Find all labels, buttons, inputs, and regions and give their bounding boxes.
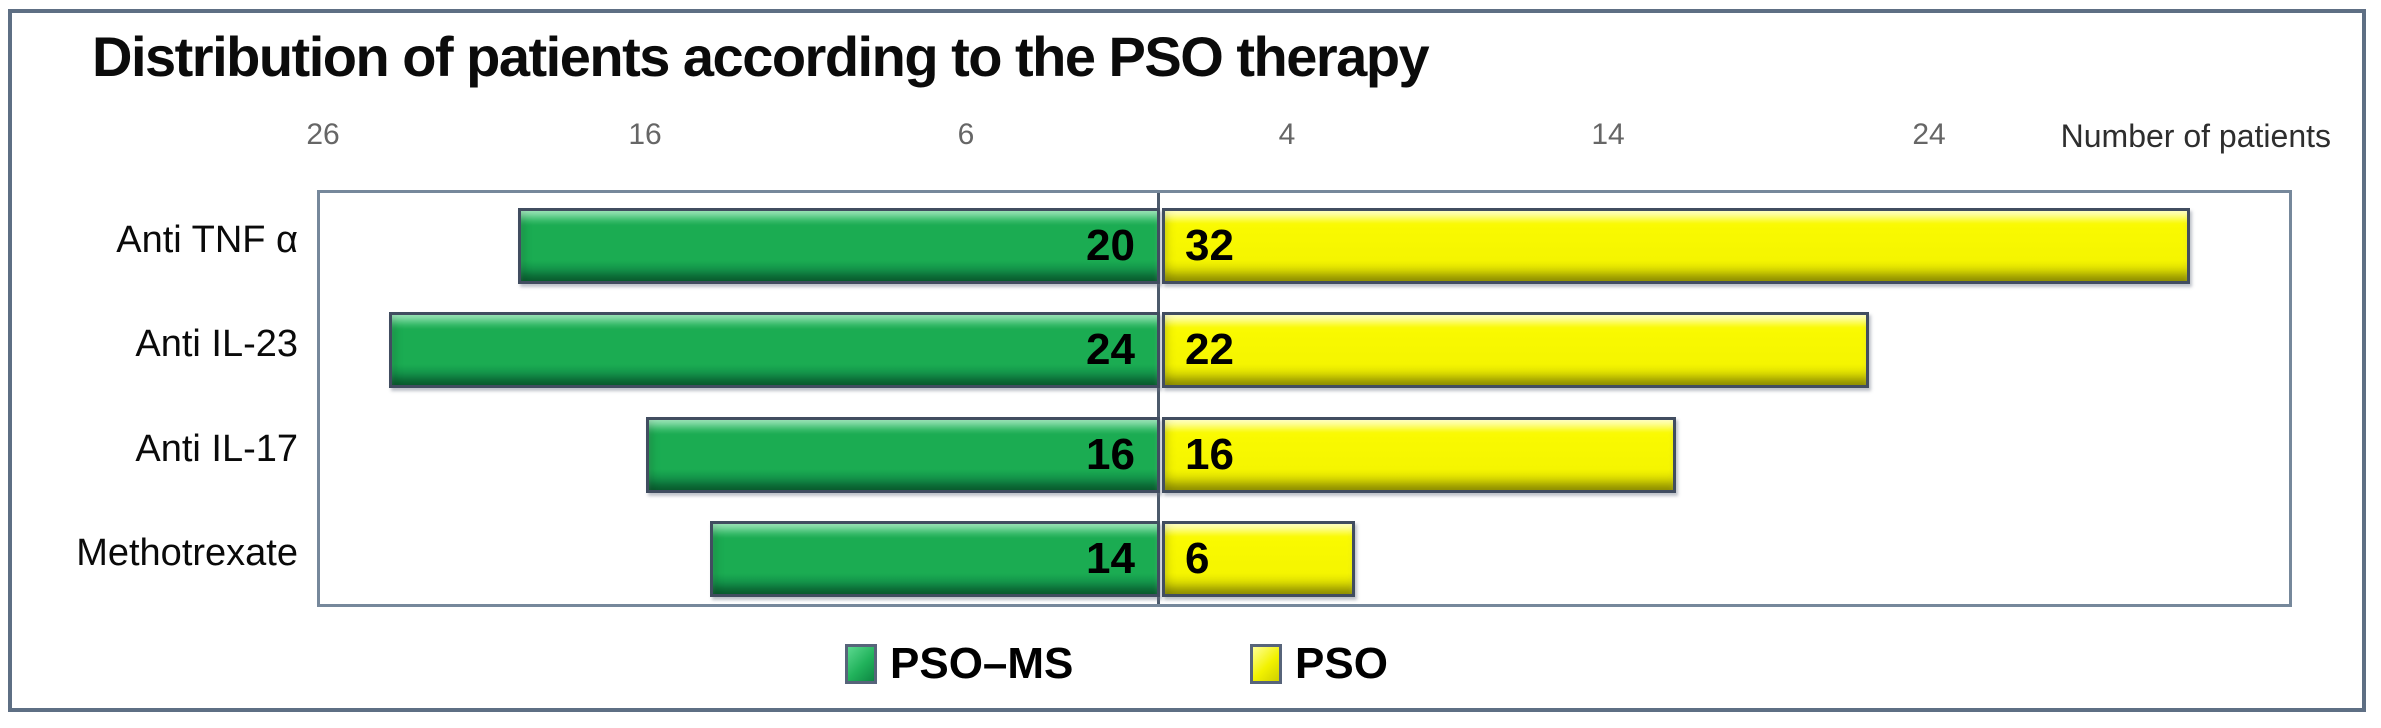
category-label: Methotrexate: [76, 532, 298, 574]
bar-value-label: 16: [1185, 430, 1234, 479]
x-axis-title: Number of patients: [2060, 118, 2331, 154]
x-axis-tick-label: 4: [1278, 118, 1296, 151]
bar-value-label: 6: [1185, 534, 1210, 583]
bar-pso: 32: [1162, 208, 2190, 284]
plot-area: 20 32 24 22 16 16 14 6: [317, 190, 2292, 607]
bar-value-label: 16: [1086, 430, 1135, 479]
legend-green-swatch-icon: [845, 644, 877, 684]
bar-value-label: 14: [1086, 534, 1135, 583]
bar-pso-ms: 24: [389, 312, 1160, 388]
bar-pso: 16: [1162, 417, 1676, 493]
legend-yellow-swatch-icon: [1250, 644, 1282, 684]
zero-axis-line: [1157, 193, 1160, 604]
bar-value-label: 20: [1086, 221, 1135, 270]
bar-pso-ms: 16: [646, 417, 1160, 493]
category-label: Anti IL-17: [135, 428, 298, 470]
bar-pso: 22: [1162, 312, 1869, 388]
category-label: Anti TNF α: [116, 219, 298, 261]
bar-pso: 6: [1162, 521, 1355, 597]
figure-border: [8, 9, 2366, 712]
category-label: Anti IL-23: [135, 323, 298, 365]
x-axis-tick-label: 6: [957, 118, 975, 151]
bar-value-label: 22: [1185, 325, 1234, 374]
legend-item-pso-ms: PSO–MS: [845, 638, 1073, 690]
legend-label-pso-ms: PSO–MS: [890, 639, 1074, 688]
x-axis-tick-label: 26: [306, 118, 340, 151]
x-axis-tick-label: 16: [628, 118, 662, 151]
bar-pso-ms: 20: [518, 208, 1160, 284]
legend-label-pso: PSO: [1295, 639, 1388, 688]
bar-pso-ms: 14: [710, 521, 1160, 597]
legend-item-pso: PSO: [1250, 638, 1388, 690]
bar-value-label: 24: [1086, 325, 1135, 374]
x-axis-tick-label: 24: [1912, 118, 1946, 151]
x-axis-tick-label: 14: [1591, 118, 1625, 151]
bar-value-label: 32: [1185, 221, 1234, 270]
chart-title: Distribution of patients according to th…: [92, 25, 1430, 88]
